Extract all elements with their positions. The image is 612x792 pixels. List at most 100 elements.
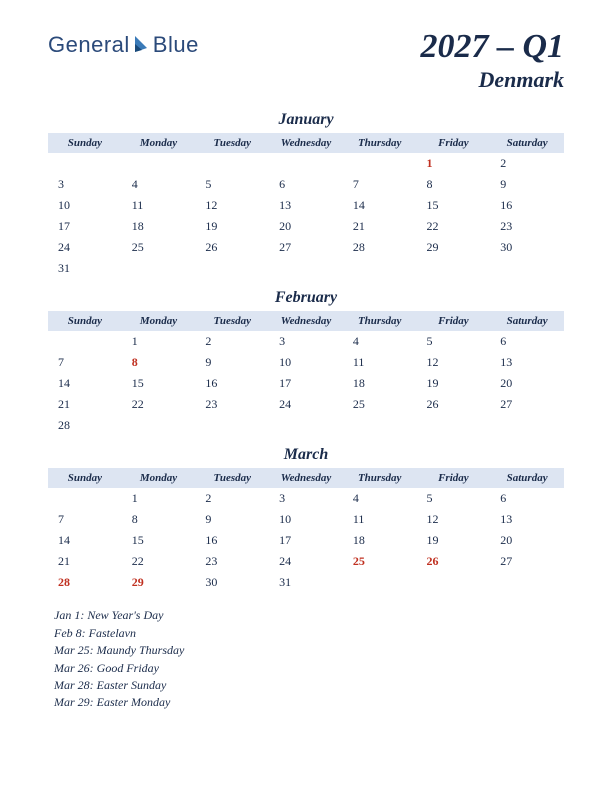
calendar-cell: 16 (490, 195, 564, 216)
calendar-table: SundayMondayTuesdayWednesdayThursdayFrid… (48, 468, 564, 593)
calendar-cell (122, 415, 196, 436)
logo: General Blue (48, 28, 199, 59)
calendar-cell: 14 (343, 195, 417, 216)
day-header: Monday (122, 311, 196, 331)
calendar-row: 123456 (48, 488, 564, 509)
calendar-cell: 8 (417, 174, 491, 195)
calendar-cell: 2 (195, 331, 269, 352)
calendar-cell: 19 (417, 373, 491, 394)
calendar-cell: 11 (122, 195, 196, 216)
calendar-cell: 11 (343, 509, 417, 530)
calendar-cell: 1 (417, 153, 491, 174)
calendar-cell: 22 (417, 216, 491, 237)
calendar-cell: 25 (122, 237, 196, 258)
calendar-cell: 14 (48, 530, 122, 551)
calendar-cell: 17 (269, 373, 343, 394)
calendar-cell: 25 (343, 394, 417, 415)
day-header: Saturday (490, 133, 564, 153)
calendar-cell: 31 (269, 572, 343, 593)
calendar-cell (269, 153, 343, 174)
day-header: Sunday (48, 133, 122, 153)
calendar-cell: 3 (48, 174, 122, 195)
calendar-row: 28293031 (48, 572, 564, 593)
day-header: Tuesday (195, 311, 269, 331)
calendar-cell: 10 (269, 352, 343, 373)
calendar-row: 21222324252627 (48, 394, 564, 415)
calendar-cell: 16 (195, 373, 269, 394)
calendar-cell: 3 (269, 488, 343, 509)
day-header: Monday (122, 133, 196, 153)
day-header: Friday (417, 133, 491, 153)
calendar-cell (343, 153, 417, 174)
calendar-cell: 2 (490, 153, 564, 174)
calendar-cell: 7 (48, 509, 122, 530)
calendar-cell: 28 (48, 572, 122, 593)
calendar-cell (48, 488, 122, 509)
calendar-cell: 4 (343, 331, 417, 352)
calendar-cell: 22 (122, 551, 196, 572)
calendar-cell: 17 (269, 530, 343, 551)
calendar-row: 14151617181920 (48, 530, 564, 551)
calendar-row: 17181920212223 (48, 216, 564, 237)
calendar-cell: 6 (490, 331, 564, 352)
calendar-cell: 29 (122, 572, 196, 593)
calendar-cell: 1 (122, 488, 196, 509)
logo-sail-icon (133, 34, 151, 59)
logo-text-blue: Blue (153, 32, 199, 58)
day-header: Wednesday (269, 133, 343, 153)
calendar-cell: 5 (417, 331, 491, 352)
day-header: Tuesday (195, 468, 269, 488)
calendar-cell: 23 (195, 551, 269, 572)
calendar-cell: 12 (417, 352, 491, 373)
calendar-row: 78910111213 (48, 509, 564, 530)
day-header: Friday (417, 468, 491, 488)
calendar-cell: 10 (48, 195, 122, 216)
calendar-cell: 28 (48, 415, 122, 436)
calendar-cell: 29 (417, 237, 491, 258)
calendar-cell: 15 (122, 530, 196, 551)
calendar-row: 3456789 (48, 174, 564, 195)
calendar-row: 10111213141516 (48, 195, 564, 216)
calendar-cell: 12 (195, 195, 269, 216)
calendar-cell: 7 (343, 174, 417, 195)
calendar-cell: 27 (490, 551, 564, 572)
calendar-cell: 23 (490, 216, 564, 237)
holiday-item: Mar 29: Easter Monday (54, 694, 564, 711)
month-name: March (48, 446, 564, 464)
day-header: Wednesday (269, 468, 343, 488)
day-header: Thursday (343, 468, 417, 488)
day-header: Friday (417, 311, 491, 331)
calendar-cell: 26 (417, 394, 491, 415)
calendar-cell (417, 258, 491, 279)
calendar-cell: 16 (195, 530, 269, 551)
calendar-cell (417, 572, 491, 593)
calendar-cell (195, 153, 269, 174)
calendar-cell: 31 (48, 258, 122, 279)
calendar-row: 12 (48, 153, 564, 174)
calendar-cell: 7 (48, 352, 122, 373)
calendar-cell: 20 (490, 373, 564, 394)
calendar-cell: 19 (195, 216, 269, 237)
holiday-item: Mar 28: Easter Sunday (54, 677, 564, 694)
calendar-cell: 15 (122, 373, 196, 394)
header: General Blue 2027 – Q1 Denmark (48, 28, 564, 93)
day-header: Thursday (343, 133, 417, 153)
calendar-cell (195, 415, 269, 436)
day-header: Tuesday (195, 133, 269, 153)
calendar-page: General Blue 2027 – Q1 Denmark JanuarySu… (0, 0, 612, 732)
calendar-cell (195, 258, 269, 279)
calendar-cell: 18 (122, 216, 196, 237)
calendar-cell (490, 258, 564, 279)
calendar-cell: 8 (122, 352, 196, 373)
calendar-cell: 19 (417, 530, 491, 551)
months-container: JanuarySundayMondayTuesdayWednesdayThurs… (48, 111, 564, 593)
logo-text-general: General (48, 32, 130, 58)
calendar-cell (490, 415, 564, 436)
calendar-table: SundayMondayTuesdayWednesdayThursdayFrid… (48, 311, 564, 436)
day-header: Saturday (490, 311, 564, 331)
calendar-cell: 9 (195, 509, 269, 530)
calendar-cell (343, 415, 417, 436)
calendar-row: 78910111213 (48, 352, 564, 373)
day-header: Sunday (48, 468, 122, 488)
month-block: FebruarySundayMondayTuesdayWednesdayThur… (48, 289, 564, 436)
